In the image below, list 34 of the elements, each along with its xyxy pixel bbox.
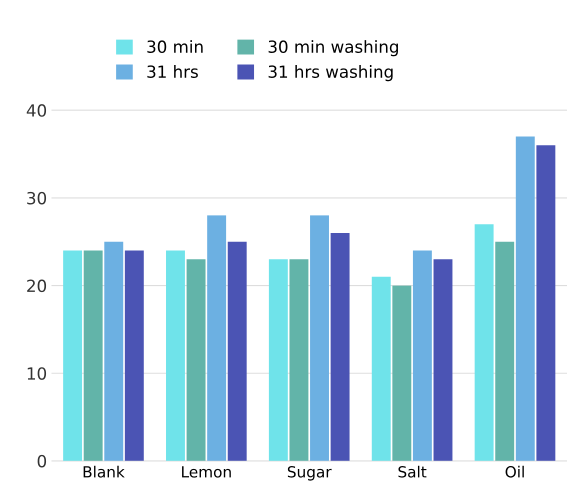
bar xyxy=(289,259,308,461)
bar xyxy=(474,224,494,461)
x-tick-label: Blank xyxy=(84,466,125,478)
x-tick-label: Sugar xyxy=(288,466,332,481)
bar xyxy=(495,242,514,461)
bar xyxy=(124,250,144,461)
bar xyxy=(166,250,185,461)
x-tick-label: Lemon xyxy=(182,466,231,478)
bar xyxy=(207,215,226,461)
y-tick-label: 40 xyxy=(26,104,46,117)
legend-label: 30 min xyxy=(147,40,203,53)
bar xyxy=(516,136,535,461)
bar xyxy=(63,250,82,461)
bar xyxy=(84,250,103,461)
bar xyxy=(186,259,206,461)
y-tick-label: 0 xyxy=(38,454,46,468)
legend-label: 31 hrs washing xyxy=(268,65,393,82)
x-tick-label: Salt xyxy=(398,466,426,478)
legend-label: 30 min washing xyxy=(268,40,398,56)
bar xyxy=(372,276,391,461)
bar xyxy=(392,286,412,461)
bar xyxy=(310,215,329,461)
bar xyxy=(412,250,432,461)
bar xyxy=(268,259,288,461)
bar xyxy=(434,259,452,461)
y-tick-label: 20 xyxy=(27,280,46,292)
x-tick-label: Oil xyxy=(506,466,524,478)
bar xyxy=(228,242,247,461)
bar xyxy=(104,242,124,461)
bar xyxy=(330,232,350,461)
y-tick-label: 10 xyxy=(28,367,46,380)
bar xyxy=(536,145,556,461)
y-tick-label: 30 xyxy=(27,192,46,204)
legend-label: 31 hrs xyxy=(147,65,198,78)
